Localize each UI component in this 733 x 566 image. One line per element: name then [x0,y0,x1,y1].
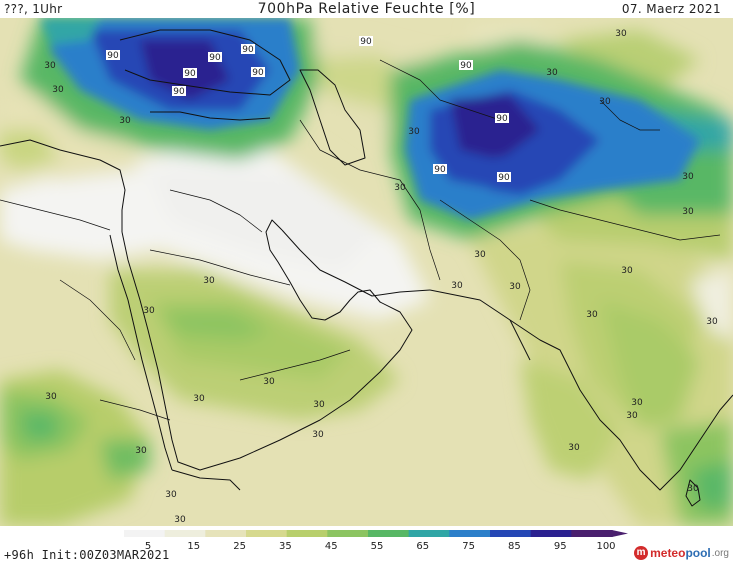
colorbar-band [164,530,206,537]
contour-label-90: 90 [496,114,508,124]
contour-label-30: 30 [546,68,558,78]
colorbar-legend: 5 15 25 35 45 55 65 75 85 95 100 [124,530,628,552]
colorbar-tick-label: 45 [325,541,338,552]
contour-label-30: 30 [408,127,420,137]
contour-label-30: 30 [165,490,177,500]
contour-label-30: 30 [313,400,325,410]
colorbar-band [246,530,288,537]
colorbar-band [571,530,613,537]
contour-label-30: 30 [682,207,694,217]
init-time-label: +96h Init:00Z03MAR2021 [4,548,170,562]
contour-label-90: 90 [173,87,185,97]
contour-label-90: 90 [107,51,119,61]
forecast-date-label: 07. Maerz 2021 [621,2,721,16]
contour-label-30: 30 [474,250,486,260]
contour-label-90: 90 [498,173,510,183]
contour-label-30: 30 [687,484,699,494]
contour-label-30: 30 [263,377,275,387]
colorbar-tick-label: 100 [596,541,615,552]
humidity-field [0,18,733,526]
contour-label-90: 90 [184,69,196,79]
contour-label-30: 30 [568,443,580,453]
contour-label-30: 30 [44,61,56,71]
contour-label-90: 90 [242,45,254,55]
contour-label-30: 30 [119,116,131,126]
colorbar-band [286,530,328,537]
logo-text-part2: pool [685,546,711,560]
contour-label-30: 30 [174,515,186,525]
map-title: 700hPa Relative Feuchte [%] [257,1,476,17]
colorbar-band [327,530,369,537]
contour-label-30: 30 [586,310,598,320]
colorbar-band [449,530,491,537]
contour-label-30: 30 [451,281,463,291]
coastlines-and-borders [0,29,733,507]
colorbar-tick-label: 65 [416,541,429,552]
contour-label-30: 30 [621,266,633,276]
contour-label-90: 90 [209,53,221,63]
logo-text-part1: meteo [650,546,686,560]
colorbar-band [205,530,247,537]
contour-label-30: 30 [509,282,521,292]
colorbar-tick-label: 75 [462,541,475,552]
contour-label-90: 90 [360,37,372,47]
colorbar-tick-label: 55 [371,541,384,552]
contour-label-30: 30 [682,172,694,182]
colorbar-tick-label: 5 [145,541,151,552]
logo-text-part3: .org [711,547,729,559]
contour-label-layer: 90 90 90 90 90 90 90 90 90 90 90 30 30 3… [44,29,718,525]
colorbar-arrow [612,530,628,537]
colorbar-tick-label: 85 [508,541,521,552]
contour-label-30: 30 [312,430,324,440]
colorbar-band [124,530,166,537]
colorbar-band [368,530,410,537]
contour-label-30: 30 [193,394,205,404]
meteopool-logo[interactable]: m meteo pool .org [634,543,729,563]
colorbar-band [408,530,450,537]
colorbar-bands [124,530,628,537]
colorbar-tick-label: 95 [554,541,567,552]
colorbar-tick-labels: 5 15 25 35 45 55 65 75 85 95 100 [145,541,616,552]
contour-label-30: 30 [52,85,64,95]
meteopool-logo-icon: m [634,546,649,560]
contour-label-30: 30 [631,398,643,408]
contour-label-30: 30 [706,317,718,327]
contour-label-30: 30 [45,392,57,402]
contour-label-30: 30 [394,183,406,193]
colorbar-band [530,530,572,537]
colorbar-band [490,530,532,537]
contour-label-30: 30 [203,276,215,286]
contour-label-90: 90 [434,165,446,175]
contour-label-30: 30 [615,29,627,39]
contour-label-90: 90 [252,68,264,78]
contour-label-30: 30 [626,411,638,421]
contour-label-30: 30 [599,97,611,107]
forecast-time-label: ???, 1Uhr [4,2,63,16]
humidity-map[interactable]: 90 90 90 90 90 90 90 90 90 90 90 30 30 3… [0,18,733,526]
contour-label-30: 30 [135,446,147,456]
colorbar-tick-label: 35 [279,541,292,552]
contour-label-90: 90 [460,61,472,71]
colorbar-tick-label: 15 [187,541,200,552]
contour-label-30: 30 [143,306,155,316]
colorbar-tick-label: 25 [233,541,246,552]
